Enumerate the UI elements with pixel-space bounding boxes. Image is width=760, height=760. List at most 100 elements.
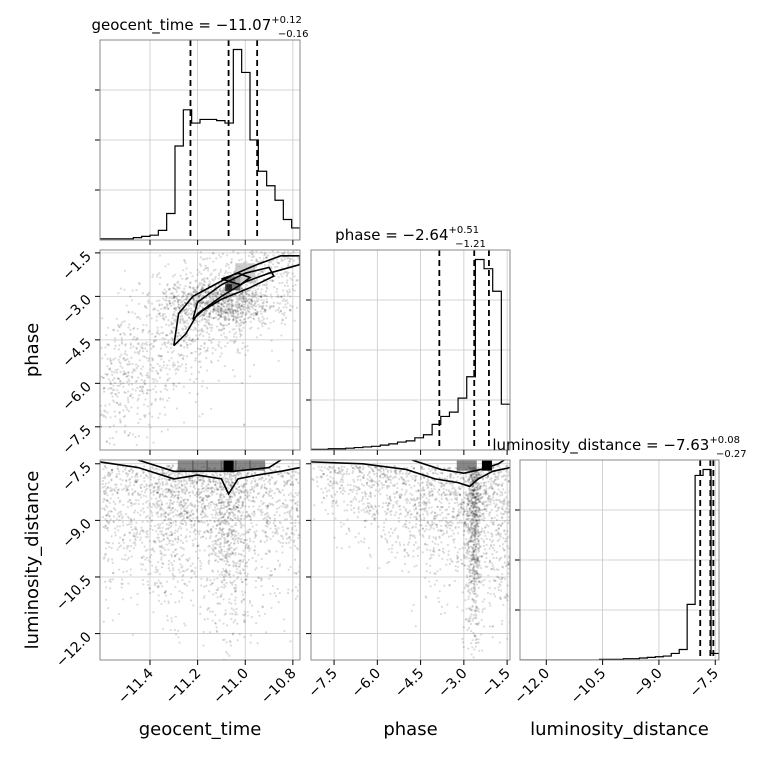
sample-point <box>202 502 205 505</box>
sample-point <box>160 556 163 559</box>
sample-point <box>231 311 235 314</box>
sample-point <box>185 558 188 561</box>
sample-point <box>239 506 242 510</box>
sample-point <box>254 484 257 487</box>
sample-point <box>266 525 269 528</box>
sample-point <box>184 485 187 489</box>
sample-point <box>224 570 227 573</box>
sample-point <box>411 535 414 538</box>
sample-point <box>168 299 171 303</box>
sample-point <box>229 339 232 342</box>
sample-point <box>211 540 214 543</box>
sample-point <box>216 588 219 591</box>
sample-point <box>244 546 247 550</box>
sample-point <box>241 500 244 504</box>
sample-point <box>273 517 276 520</box>
sample-point <box>120 513 123 516</box>
sample-point <box>168 521 171 524</box>
sample-point <box>273 524 276 527</box>
sample-point <box>220 329 223 332</box>
sample-point <box>231 552 235 555</box>
sample-point <box>114 502 117 506</box>
sample-point <box>142 555 145 558</box>
sample-point <box>295 247 297 249</box>
sample-point <box>217 499 220 502</box>
sample-point <box>239 497 242 500</box>
sample-point <box>228 555 231 558</box>
sample-point <box>218 328 221 331</box>
sample-point <box>191 247 193 249</box>
sample-point <box>250 241 252 243</box>
sample-point <box>172 294 175 298</box>
sample-point <box>168 377 171 380</box>
sample-point <box>177 331 180 334</box>
sample-point <box>197 545 200 548</box>
sample-point <box>167 602 170 605</box>
sample-point <box>152 540 155 543</box>
sample-point <box>179 274 182 277</box>
sample-point <box>115 475 118 479</box>
sample-point <box>302 485 304 487</box>
sample-point <box>154 571 157 574</box>
sample-point <box>167 307 170 310</box>
sample-point <box>112 384 115 387</box>
sample-point <box>229 612 232 615</box>
sample-point <box>227 298 231 301</box>
sample-point <box>292 469 295 472</box>
sample-point <box>226 532 230 535</box>
sample-point <box>268 490 271 493</box>
sample-point <box>207 284 210 288</box>
sample-point <box>225 574 228 578</box>
sample-point <box>199 347 202 351</box>
sample-point <box>177 494 180 497</box>
sample-point <box>232 542 236 545</box>
sample-point <box>167 319 170 322</box>
sample-point <box>269 321 272 325</box>
sample-point <box>234 476 237 480</box>
sample-point <box>194 537 197 540</box>
sample-point <box>211 278 214 281</box>
sample-point <box>117 488 121 491</box>
sample-point <box>202 334 205 338</box>
sample-point <box>200 278 203 281</box>
sample-point <box>254 247 256 249</box>
sample-point <box>241 310 244 314</box>
sample-point <box>215 257 218 260</box>
sample-point <box>247 514 250 518</box>
sample-point <box>161 291 164 294</box>
sample-point <box>238 351 241 355</box>
sample-point <box>224 301 227 304</box>
sample-point <box>113 489 116 492</box>
sample-point <box>206 530 209 533</box>
sample-point <box>248 494 251 497</box>
sample-point <box>190 576 193 579</box>
sample-point <box>136 535 139 539</box>
sample-point <box>293 470 296 473</box>
sample-point <box>131 493 134 496</box>
sample-point <box>182 573 185 577</box>
sample-point <box>236 313 239 316</box>
sample-point <box>262 494 265 497</box>
sample-point <box>144 305 147 308</box>
sample-point <box>174 529 177 532</box>
sample-point <box>171 539 175 543</box>
sample-point <box>260 298 263 302</box>
sample-point <box>251 307 254 310</box>
sample-point <box>237 485 241 489</box>
sample-point <box>269 467 272 471</box>
sample-point <box>218 546 221 549</box>
sample-point <box>140 526 143 529</box>
sample-point <box>232 621 235 624</box>
sample-point <box>237 506 240 509</box>
sample-point <box>190 302 193 305</box>
sample-point <box>302 247 304 249</box>
sample-point <box>220 352 223 355</box>
sample-point <box>168 506 172 509</box>
sample-point <box>264 308 267 312</box>
sample-point <box>223 613 226 616</box>
sample-point <box>108 437 112 440</box>
sample-point <box>161 343 164 346</box>
sample-point <box>192 303 195 306</box>
sample-point <box>153 550 156 553</box>
sample-point <box>129 539 132 542</box>
